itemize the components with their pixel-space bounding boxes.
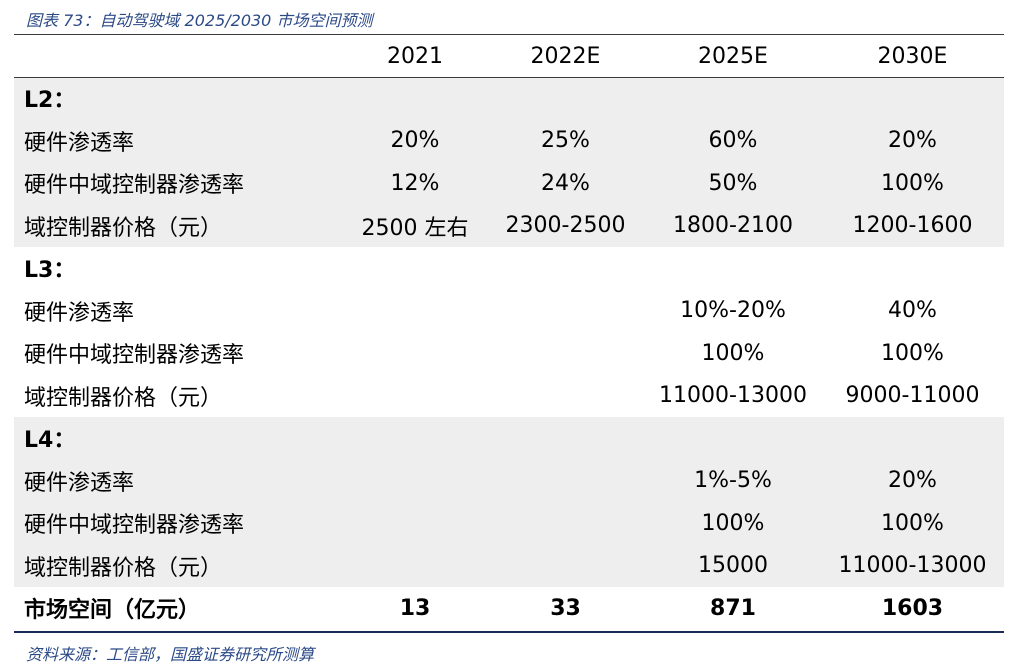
header-rule	[14, 77, 1004, 78]
table-cell: 11000-13000	[659, 383, 807, 409]
table-row: 硬件渗透率 10%-20% 40%	[14, 290, 1004, 333]
table-cell	[486, 290, 645, 333]
forecast-table: 2021 2022E 2025E 2030E L2： 硬件渗透率 20% 25%…	[14, 35, 1004, 630]
figure-title: 图表 73：自动驾驶域 2025/2030 市场空间预测	[26, 11, 373, 30]
section-label: L4：	[14, 417, 344, 460]
total-row: 市场空间（亿元） 13 33 871 1603	[14, 587, 1004, 630]
column-header: 2030E	[877, 43, 948, 69]
column-header: 2025E	[698, 43, 768, 69]
table-row: 域控制器价格（元） 2500 左右 2300-2500 1800-2100 12…	[14, 204, 1004, 247]
row-label: 域控制器价格（元）	[14, 204, 344, 247]
section-row-l4: L4：	[14, 417, 1004, 460]
table-cell	[486, 332, 645, 375]
table-cell	[486, 459, 645, 502]
total-value: 13	[399, 595, 431, 621]
table-cell: 100%	[881, 340, 944, 366]
table-cell	[344, 544, 486, 587]
column-header: 2021	[387, 43, 443, 69]
total-value: 871	[710, 595, 756, 621]
table-cell	[486, 375, 645, 418]
table-cell: 10%-20%	[680, 298, 786, 324]
total-label: 市场空间（亿元）	[24, 598, 201, 624]
table-cell: 2500 左右	[344, 204, 486, 247]
table-cell	[344, 502, 486, 545]
table-cell: 100%	[821, 502, 1004, 545]
table-cell	[344, 459, 486, 502]
table-cell: 24%	[486, 162, 645, 205]
table-cell: 100%	[821, 162, 1004, 205]
row-label: 硬件渗透率	[14, 119, 344, 162]
section-label: L2：	[14, 77, 344, 120]
row-label: 硬件渗透率	[24, 300, 135, 326]
column-header: 2022E	[530, 43, 601, 69]
row-label: 硬件中域控制器渗透率	[14, 502, 344, 545]
table-cell: 50%	[645, 162, 821, 205]
table-row: 硬件渗透率 1%-5% 20%	[14, 459, 1004, 502]
table-cell	[344, 375, 486, 418]
bottom-rule	[14, 631, 1004, 633]
table-cell	[344, 332, 486, 375]
total-value: 1603	[881, 595, 944, 621]
table-cell	[486, 502, 645, 545]
table-cell: 100%	[645, 502, 821, 545]
section-row-l3: L3：	[14, 247, 1004, 290]
table-cell: 1200-1600	[821, 204, 1004, 247]
header-row: 2021 2022E 2025E 2030E	[14, 35, 1004, 77]
table-cell: 11000-13000	[821, 544, 1004, 587]
table-row: 硬件中域控制器渗透率 12% 24% 50% 100%	[14, 162, 1004, 205]
total-value: 33	[550, 595, 581, 621]
table-cell: 20%	[344, 119, 486, 162]
table-row: 域控制器价格（元） 11000-13000 9000-11000	[14, 375, 1004, 418]
section-label: L3：	[24, 258, 76, 284]
table-cell: 20%	[821, 119, 1004, 162]
row-label: 硬件中域控制器渗透率	[24, 343, 245, 369]
table-cell: 1%-5%	[645, 459, 821, 502]
section-row-l2: L2：	[14, 77, 1004, 120]
header-blank-cell	[14, 35, 344, 77]
table-cell: 12%	[344, 162, 486, 205]
table-cell: 25%	[486, 119, 645, 162]
table-row: 域控制器价格（元） 15000 11000-13000	[14, 544, 1004, 587]
table-cell: 15000	[645, 544, 821, 587]
table-row: 硬件渗透率 20% 25% 60% 20%	[14, 119, 1004, 162]
source-note: 资料来源：工信部，国盛证券研究所测算	[26, 645, 315, 664]
table-cell	[344, 290, 486, 333]
top-rule	[14, 34, 1004, 35]
table-cell: 20%	[821, 459, 1004, 502]
table-cell: 40%	[888, 298, 937, 324]
table-row: 硬件中域控制器渗透率 100% 100%	[14, 502, 1004, 545]
row-label: 域控制器价格（元）	[14, 544, 344, 587]
table-cell: 60%	[645, 119, 821, 162]
table-cell: 9000-11000	[845, 383, 980, 409]
table-cell: 1800-2100	[645, 204, 821, 247]
table-cell: 2300-2500	[486, 204, 645, 247]
table-row: 硬件中域控制器渗透率 100% 100%	[14, 332, 1004, 375]
row-label: 域控制器价格（元）	[24, 385, 223, 411]
row-label: 硬件渗透率	[14, 459, 344, 502]
table-cell: 100%	[701, 340, 765, 366]
table-cell	[486, 544, 645, 587]
row-label: 硬件中域控制器渗透率	[14, 162, 344, 205]
